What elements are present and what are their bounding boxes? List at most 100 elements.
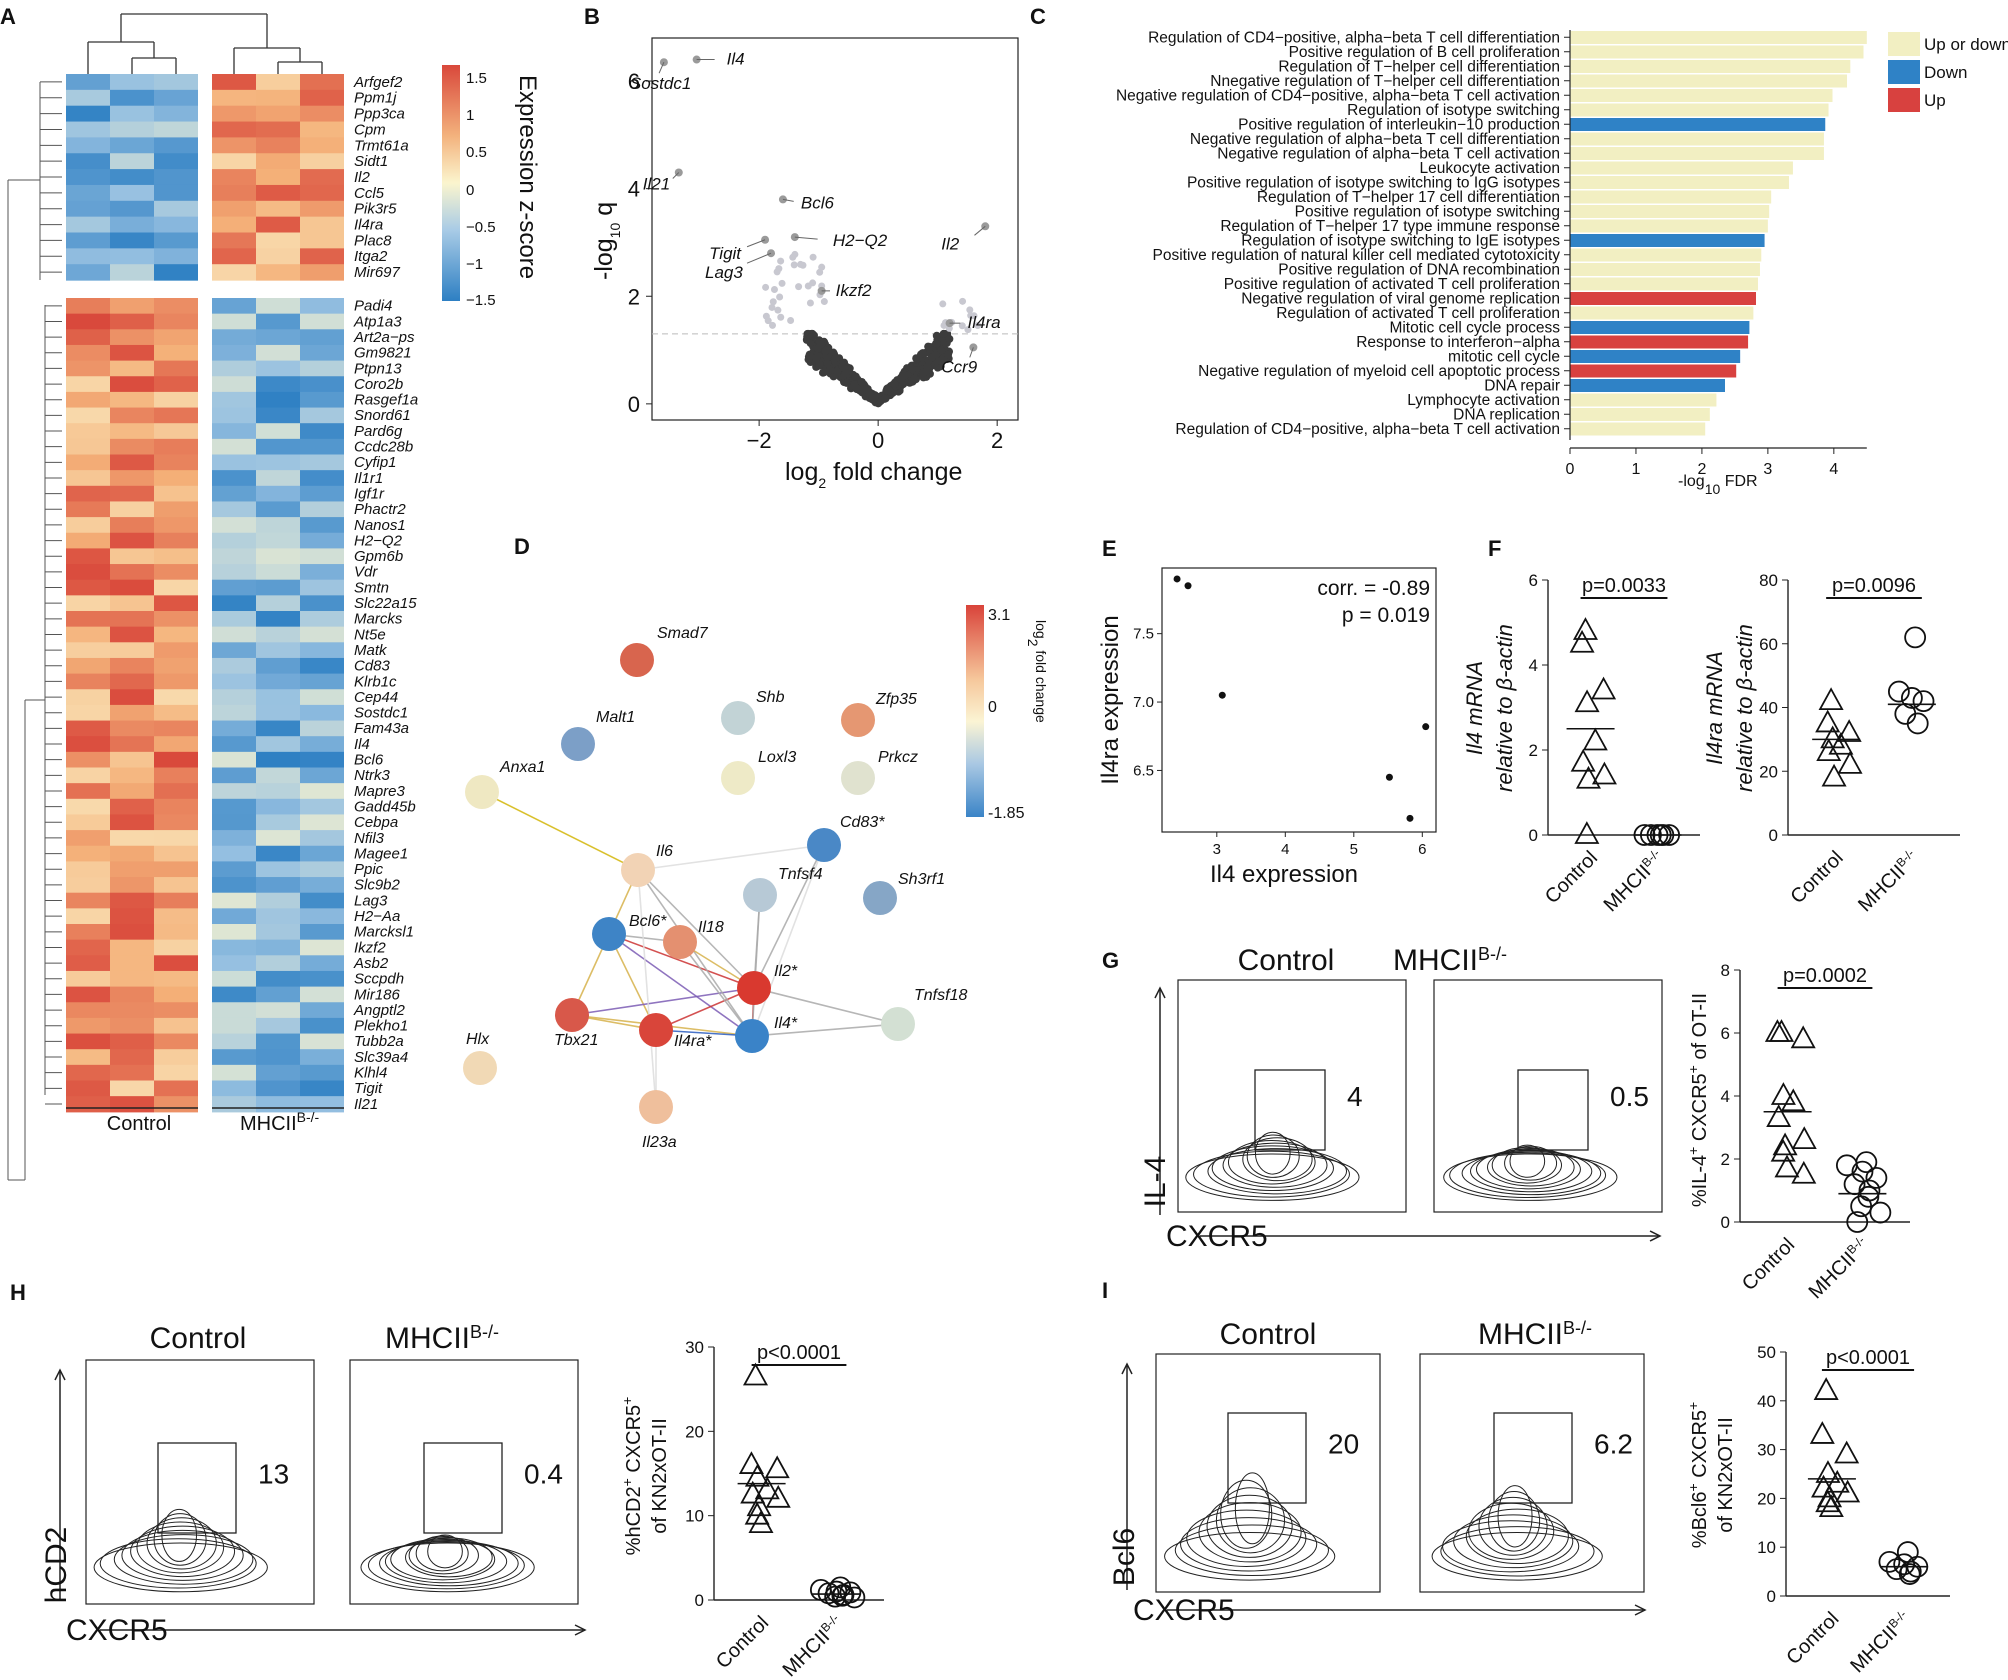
panel-letter-H: H — [10, 1280, 26, 1305]
mhcii-point — [1906, 712, 1929, 735]
go-bar — [1570, 408, 1710, 421]
heatmap-cell — [154, 1096, 198, 1113]
heatmap-cell — [154, 736, 198, 753]
heatmap-cell — [66, 407, 110, 424]
heatmap-cell — [110, 391, 154, 409]
heatmap-cell — [300, 485, 344, 503]
zscore-tick-label: −0.5 — [466, 219, 496, 236]
panel-letter-C: C — [1030, 4, 1046, 29]
heatmap-cell — [212, 407, 256, 424]
flow-contour — [1227, 1139, 1316, 1185]
heatmap-cell — [256, 360, 300, 377]
heatmap-cell — [110, 121, 154, 138]
x-tick-label: 0 — [872, 428, 884, 453]
heatmap-cell — [66, 877, 110, 894]
heatmap-cell — [212, 470, 256, 487]
heatmap-cell — [300, 501, 344, 518]
flow-contour — [367, 1541, 525, 1590]
heatmap-cell — [110, 1064, 154, 1082]
network-edge — [751, 894, 761, 1037]
heatmap-cell — [212, 485, 256, 503]
heatmap-cell — [256, 121, 300, 138]
network-edge — [481, 791, 639, 871]
heatmap-cell — [110, 216, 154, 234]
y-tick-label: 6 — [1721, 1024, 1730, 1043]
go-term-label: Regulation of T−helper cell differentiat… — [1278, 59, 1560, 76]
heatmap-cell — [110, 485, 154, 503]
volcano-point — [939, 329, 948, 338]
up-gene-label: Ppp3ca — [354, 106, 405, 123]
heatmap-cell — [110, 360, 154, 377]
y-tick-label: 20 — [685, 1422, 704, 1441]
down-gene-label: Il21 — [354, 1096, 378, 1113]
y-tick-label: 10 — [685, 1507, 704, 1526]
go-term-label: Response to interferon−alpha — [1356, 334, 1560, 351]
x-tick-label: 1 — [1632, 461, 1641, 478]
network-edge — [753, 987, 899, 1025]
heatmap-cell — [66, 751, 110, 769]
heatmap-cell — [212, 454, 256, 471]
heatmap-cell — [212, 955, 256, 972]
heatmap-cell — [154, 1033, 198, 1050]
network-node-label: Zfp35 — [875, 691, 917, 708]
flow-contour — [130, 1525, 236, 1578]
network-node-label: Il2* — [774, 963, 798, 980]
up-gene-label: Trmt61a — [354, 137, 409, 154]
heatmap-cell — [154, 137, 198, 154]
heatmap-cell — [256, 1049, 300, 1066]
heatmap-cell — [110, 814, 154, 831]
heatmap-cell — [256, 908, 300, 925]
y-axis-label: %hCD2+ CXCR5+ — [619, 1397, 645, 1556]
heatmap-cell — [256, 329, 300, 346]
network-node — [737, 971, 771, 1005]
heatmap-cell — [300, 391, 344, 409]
network-node — [663, 925, 697, 959]
y-axis-label-sup: + — [1685, 1147, 1701, 1155]
x-category-mhcii: MHCIIB-/- — [1804, 1233, 1874, 1303]
y-tick-label: 2 — [1721, 1150, 1730, 1169]
go-term-label: Nnegative regulation of T−helper cell di… — [1210, 73, 1560, 90]
heatmap-cell — [212, 720, 256, 737]
heatmap-cell — [256, 1080, 300, 1097]
down-gene-label: H2−Q2 — [354, 532, 403, 549]
up-gene-label: Ppm1j — [354, 90, 397, 107]
heatmap-cell — [300, 184, 344, 202]
network-node — [621, 853, 655, 887]
heatmap-cell — [300, 798, 344, 816]
go-term-label: Positive regulation of activated T cell … — [1224, 276, 1560, 293]
heatmap-cell — [212, 751, 256, 769]
control-point — [1835, 1479, 1861, 1503]
volcano-point — [901, 371, 910, 380]
flow-contour — [1461, 1151, 1602, 1196]
y-tick-label: 2 — [628, 284, 640, 309]
heatmap-cell — [212, 704, 256, 722]
flow-contour — [1254, 1131, 1291, 1175]
y-tick-label: 80 — [1759, 571, 1778, 590]
heatmap-cell — [300, 924, 344, 941]
heatmap-cell — [300, 986, 344, 1003]
heatmap-cell — [300, 611, 344, 628]
y-axis-label-sub: 10 — [607, 223, 623, 239]
heatmap-cell — [212, 626, 256, 643]
flow-y-arrowhead — [54, 1368, 66, 1381]
y-axis-label: %IL-4+ CXCR5+ of OT-II — [1685, 993, 1711, 1207]
network-node-label: Il23a — [642, 1134, 677, 1151]
network-node-label: Anxa1 — [499, 759, 545, 776]
heatmap-cell — [66, 391, 110, 409]
heatmap-cell — [154, 501, 198, 518]
heatmap-cell — [66, 673, 110, 690]
x-axis-label-sub: 2 — [818, 475, 826, 491]
heatmap-cell — [256, 861, 300, 878]
down-gene-label: Asb2 — [353, 955, 389, 972]
volcano-sig-point — [791, 250, 799, 258]
scatter-point — [1184, 582, 1192, 590]
control-point — [1574, 821, 1600, 844]
heatmap-cell — [256, 548, 300, 565]
heatmap-cell — [256, 939, 300, 956]
go-term-label: Positive regulation of isotype switching… — [1187, 175, 1560, 192]
heatmap-cell — [212, 861, 256, 878]
y-tick-label: 40 — [1759, 699, 1778, 718]
network-edge — [655, 987, 755, 1031]
heatmap-cell — [256, 438, 300, 456]
volcano-sig-point — [768, 303, 776, 311]
